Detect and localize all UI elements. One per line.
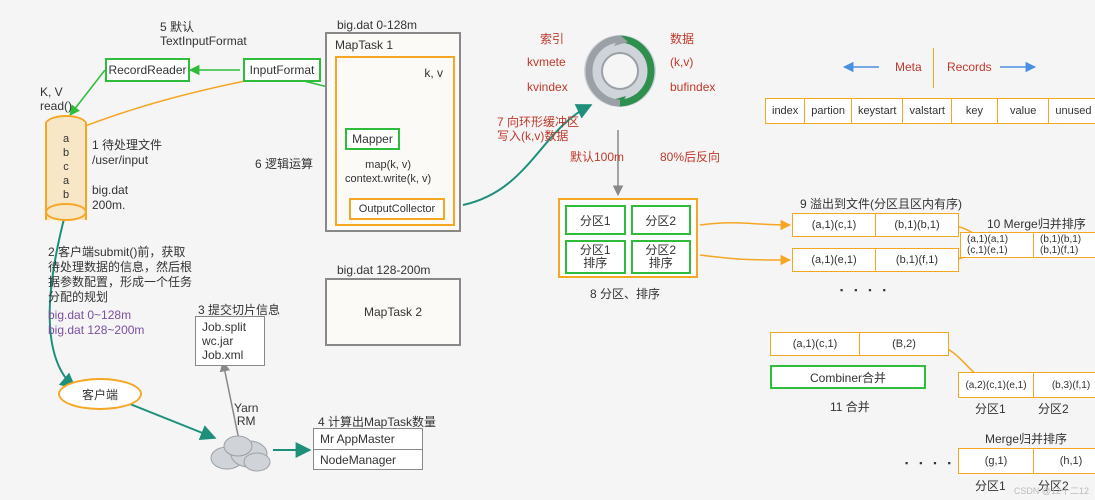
yarn-label: Yarn RM	[234, 402, 258, 428]
step2-label: 2 客户端submit()前，获取 待处理数据的信息，然后根 据参数配置，形成一…	[48, 245, 192, 305]
client-label: 客户端	[82, 386, 118, 403]
cyl-line: b	[63, 188, 69, 202]
cell: (g,1)	[958, 448, 1034, 474]
ring-below-left: 默认100m	[570, 148, 624, 165]
ring-below-right: 80%后反向	[660, 148, 720, 165]
dots-2: ▪ ▪ ▪ ▪	[905, 458, 953, 468]
partition-cell: 分区2	[631, 205, 692, 235]
data-cylinder-bot	[45, 203, 87, 221]
merge2-cells: (g,1) (h,1)	[958, 448, 1095, 474]
step4-item: NodeManager	[314, 450, 422, 470]
partition-cell: 分区1	[565, 205, 626, 235]
maptask1-inner: k, v Mapper map(k, v) context.write(k, v…	[335, 56, 455, 226]
cell: keystart	[852, 98, 904, 124]
cell: unused	[1049, 98, 1095, 124]
combiner-out-cap-1: 分区2	[1038, 400, 1069, 417]
cyl-line: a	[63, 174, 69, 188]
step3-box: Job.split wc.jar Job.xml	[195, 316, 265, 366]
step1-label: 1 待处理文件 /user/input big.dat 200m.	[92, 138, 162, 213]
step3-item: Job.split	[202, 320, 246, 334]
watermark: CSDN @12十二12	[1014, 484, 1089, 497]
step6-label: 6 逻辑运算	[255, 155, 313, 172]
maptask1-label: MapTask 1	[335, 38, 393, 52]
meta-label: Meta	[895, 60, 922, 74]
ring-right-bot: bufindex	[670, 80, 715, 94]
kv-read-label: K, V read()	[40, 85, 72, 113]
step9-title: 9 溢出到文件(分区且区内有序)	[800, 195, 962, 212]
client-oval: 客户端	[58, 378, 142, 410]
cell: (B,2)	[860, 332, 949, 356]
ring-left-top: 索引	[540, 30, 564, 47]
cyl-line: a	[63, 132, 69, 146]
step3-item: Job.xml	[202, 348, 243, 362]
step10-title: 10 Merge归并排序	[987, 215, 1086, 232]
records-label: Records	[947, 60, 992, 74]
step9-row-1: (a,1)(e,1) (b,1)(f,1)	[792, 248, 959, 272]
cell: valstart	[903, 98, 951, 124]
split-1: big.dat 128~200m	[48, 323, 144, 337]
cell: partion	[805, 98, 852, 124]
cell: key	[952, 98, 998, 124]
step4-item: Mr AppMaster	[314, 429, 422, 450]
map-code: map(k, v) context.write(k, v)	[345, 158, 431, 186]
dots-1: ▪ ▪ ▪ ▪	[840, 285, 888, 295]
maptask2-title: big.dat 128-200m	[337, 263, 430, 277]
step11-label: 11 合并	[830, 398, 870, 415]
cell: (a,1)(a,1)(c,1)(e,1)	[960, 232, 1034, 258]
cloud-icon	[205, 428, 275, 472]
cell: (a,2)(c,1)(e,1)	[958, 372, 1034, 398]
maptask1-container: MapTask 1 k, v Mapper map(k, v) context.…	[325, 32, 461, 232]
ring-right-top: 数据	[670, 30, 694, 47]
mapper-kv: k, v	[424, 66, 443, 80]
cell: (a,1)(c,1)	[770, 332, 860, 356]
step10-cells: (a,1)(a,1)(c,1)(e,1) (b,1)(b,1)(b,1)(f,1…	[960, 232, 1095, 258]
cell: (h,1)	[1034, 448, 1095, 474]
cell: (b,1)(b,1)	[876, 213, 959, 237]
cell: (b,1)(b,1)(b,1)(f,1)	[1034, 232, 1095, 258]
combiner-in: (a,1)(c,1) (B,2)	[770, 332, 949, 356]
cyl-line: b	[63, 146, 69, 160]
partitions-outer: 分区1 分区2 分区1 排序 分区2 排序	[558, 198, 698, 278]
merge2-title: Merge归并排序	[985, 430, 1067, 447]
cell: index	[765, 98, 805, 124]
output-collector-box: OutputCollector	[349, 198, 445, 220]
step5-label: 5 默认 TextInputFormat	[160, 20, 247, 48]
record-reader-box: RecordReader	[105, 58, 190, 82]
maptask1-title: big.dat 0-128m	[337, 18, 417, 32]
cell: (b,1)(f,1)	[876, 248, 959, 272]
ring-left-bot: kvindex	[527, 80, 568, 94]
combiner-out-cap-0: 分区1	[975, 400, 1006, 417]
maptask2-label: MapTask 2	[364, 305, 422, 319]
combiner-box: Combiner合并	[770, 365, 926, 389]
combiner-out: (a,2)(c,1)(e,1) (b,3)(f,1)	[958, 372, 1095, 398]
partition-cell: 分区2 排序	[631, 240, 692, 274]
cyl-line: c	[63, 160, 69, 174]
maptask2-container: MapTask 2	[325, 278, 461, 346]
step7-label: 7 向环形缓冲区 写入(k,v)数据	[497, 115, 579, 143]
cell: (a,1)(e,1)	[792, 248, 876, 272]
ring-buffer-icon	[579, 30, 661, 112]
mapper-box: Mapper	[345, 128, 400, 150]
cell: (a,1)(c,1)	[792, 213, 876, 237]
split-0: big.dat 0~128m	[48, 308, 131, 322]
step3-item: wc.jar	[202, 334, 233, 348]
step8-label: 8 分区、排序	[590, 285, 660, 302]
partition-cell: 分区1 排序	[565, 240, 626, 274]
merge2-cap-0: 分区1	[975, 477, 1006, 494]
cell: value	[998, 98, 1049, 124]
ring-right-mid: (k,v)	[670, 55, 693, 69]
cell: (b,3)(f,1)	[1034, 372, 1095, 398]
input-format-box: InputFormat	[243, 58, 321, 82]
ring-left-mid: kvmete	[527, 55, 566, 69]
step4-box: Mr AppMaster NodeManager	[313, 428, 423, 470]
step9-row-0: (a,1)(c,1) (b,1)(b,1)	[792, 213, 959, 237]
meta-records-cells: index partion keystart valstart key valu…	[765, 98, 1095, 124]
